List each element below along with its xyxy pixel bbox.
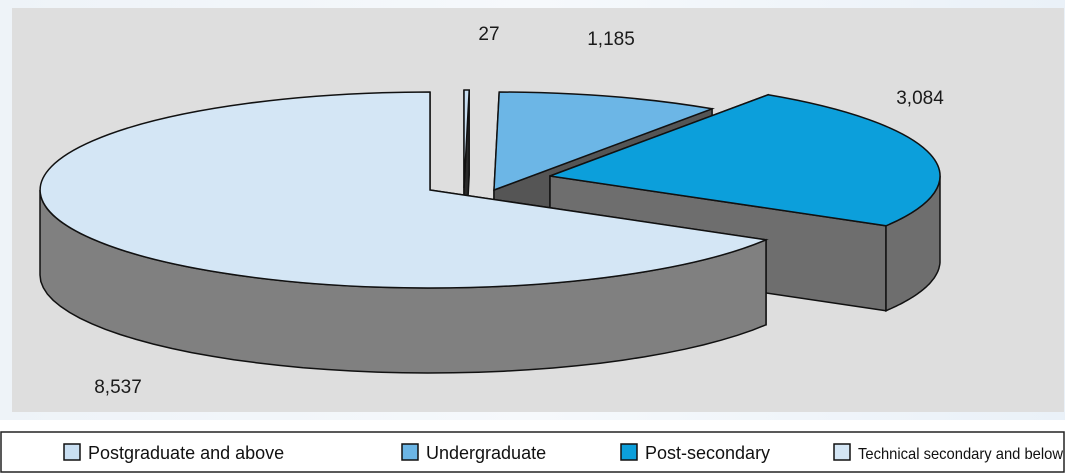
legend-swatch [833,443,851,461]
slice-top [493,91,715,192]
slice-2 [549,93,941,312]
slice-top [39,91,769,289]
legend-label: Postgraduate and above [88,443,284,463]
legend-item-2: Post-secondary [620,443,770,463]
legend-item-1: Undergraduate [401,443,546,463]
slice-top [549,94,941,227]
legend-label: Technical secondary and below [858,446,1063,463]
legend-label: Undergraduate [426,443,546,463]
legend-label: Post-secondary [645,443,770,463]
legend-box [0,431,1065,473]
value-label-3: 8,537 [94,377,142,398]
legend-item-3: Technical secondary and below [833,443,1063,463]
value-label-0: 27 [478,24,499,45]
legend-item-0: Postgraduate and above [63,443,284,463]
pie-slices [39,89,941,374]
legend-swatch [620,443,638,461]
value-labels: 27 1,185 3,084 8,537 [94,24,944,398]
slice-top [463,89,470,189]
value-label-2: 3,084 [896,88,944,109]
slice-3 [39,91,769,374]
legend: Postgraduate and above Undergraduate Post-… [63,443,1063,463]
legend-swatch [63,443,81,461]
value-label-1: 1,185 [587,29,635,50]
legend-swatch [401,443,419,461]
